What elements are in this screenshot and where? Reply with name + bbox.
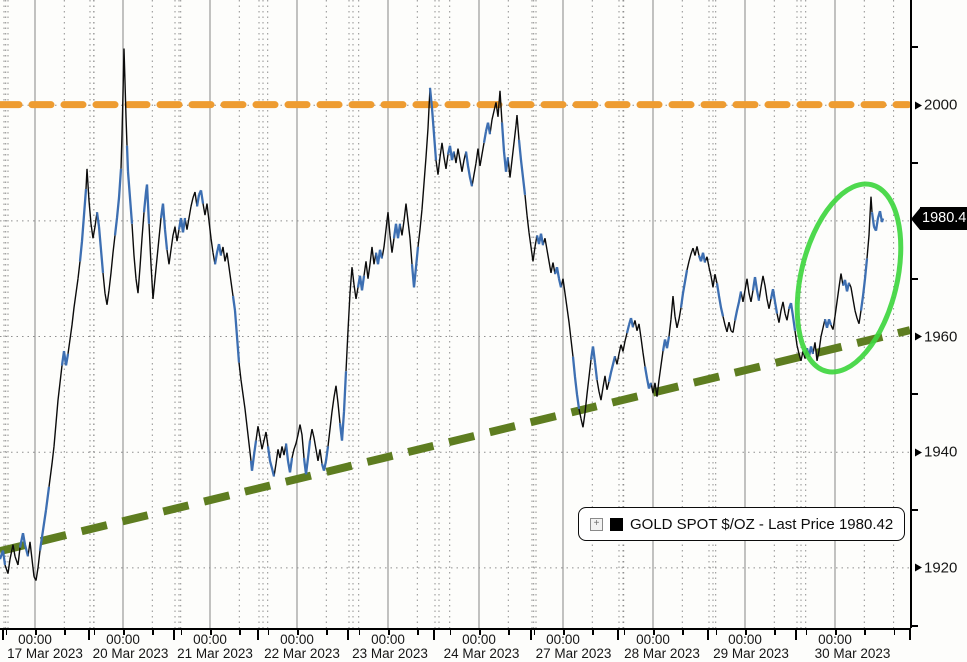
time-label: 00:00 (106, 632, 140, 647)
price-tick-arrow-icon (915, 563, 922, 572)
price-axis-value: 1920 (924, 559, 958, 577)
time-axis-minor-tick (388, 630, 390, 635)
last-price-value: 1980.42 (920, 207, 967, 231)
time-axis-minor-tick (864, 630, 866, 635)
time-axis-minor-tick (5, 630, 8, 635)
price-axis-label: 1940 (915, 444, 957, 461)
time-axis-minor-tick (417, 630, 419, 635)
time-axis-minor-tick (64, 630, 66, 635)
time-axis-separator-tick (530, 630, 532, 640)
price-tick-arrow-icon (915, 101, 922, 110)
time-axis-minor-tick (745, 630, 747, 635)
time-label: 00:00 (818, 632, 852, 647)
time-axis-separator-tick (257, 630, 259, 640)
time-label: 00:00 (371, 632, 405, 647)
time-axis-minor-tick (533, 630, 536, 635)
time-axis-minor-tick (682, 630, 684, 635)
price-tick-arrow-icon (915, 332, 922, 341)
price-series-blue (0, 87, 885, 566)
price-axis-value: 1940 (924, 443, 958, 461)
time-axis-minor-tick (123, 630, 125, 635)
last-price-tag: 1980.42 (911, 207, 967, 231)
date-label: 22 Mar 2023 (264, 646, 340, 661)
legend-expand-icon[interactable]: + (590, 517, 603, 531)
time-axis-minor-tick (358, 630, 361, 635)
time-axis-minor-tick (592, 630, 594, 635)
date-label: 30 Mar 2023 (814, 646, 891, 661)
time-axis-minor-tick (449, 630, 452, 635)
series-swatch-icon (610, 517, 623, 531)
time-axis-separator-tick (173, 630, 175, 640)
time-axis-minor-tick (35, 630, 37, 635)
time-axis-separator-tick (88, 630, 90, 640)
date-label: 28 Mar 2023 (624, 646, 700, 661)
time-axis-minor-tick (180, 630, 183, 635)
time-label: 00:00 (728, 632, 762, 647)
price-axis-minor-tick (912, 393, 918, 396)
price-axis-minor-tick (912, 162, 918, 165)
time-label: 00:00 (280, 632, 314, 647)
time-axis-separator-tick (2, 630, 4, 640)
time-axis: 00:00 17 Mar 2023 00:00 20 Mar 2023 00:00 21 … (0, 628, 967, 662)
time-axis-minor-tick (835, 630, 837, 635)
price-tick-arrow-icon (915, 448, 922, 457)
time-axis-separator-tick (795, 630, 797, 640)
time-axis-minor-tick (563, 630, 565, 635)
price-axis-minor-tick (912, 46, 918, 49)
support-trendline (0, 326, 910, 555)
time-axis-minor-tick (623, 630, 626, 635)
date-label: 20 Mar 2023 (92, 646, 169, 661)
time-axis-separator-tick (347, 630, 349, 640)
time-axis-separator-tick (433, 630, 435, 640)
price-axis-label: 2000 (915, 97, 957, 114)
price-axis-value: 1960 (924, 328, 958, 346)
highlight-ellipse (794, 181, 904, 375)
time-axis-minor-tick (508, 630, 510, 635)
date-label: 17 Mar 2023 (7, 646, 83, 661)
price-axis-value: 2000 (924, 96, 958, 114)
time-axis-minor-tick (479, 630, 481, 635)
legend[interactable]: + GOLD SPOT $/OZ - Last Price 1980.42 (578, 507, 906, 541)
time-axis-minor-tick (267, 630, 270, 635)
time-axis-separator-tick (909, 630, 911, 640)
time-axis-minor-tick (152, 630, 154, 635)
time-axis-minor-tick (93, 630, 96, 635)
price-axis-label: 1960 (915, 328, 957, 345)
time-axis-line (0, 628, 911, 630)
time-axis-minor-tick (774, 630, 776, 635)
date-label: 23 Mar 2023 (352, 646, 428, 661)
date-label: 24 Mar 2023 (443, 646, 520, 661)
price-tag-arrow-icon (911, 207, 920, 230)
time-axis-minor-tick (326, 630, 328, 635)
time-axis-minor-tick (210, 630, 212, 635)
price-axis: 2000 1960 1940 1920 (910, 0, 967, 629)
date-label: 29 Mar 2023 (713, 646, 789, 661)
time-axis-separator-tick (617, 630, 619, 640)
price-axis-minor-tick (912, 277, 918, 280)
time-axis-minor-tick (653, 630, 655, 635)
price-axis-label: 1920 (915, 559, 957, 576)
time-axis-separator-tick (707, 630, 709, 640)
time-label: 00:00 (193, 632, 227, 647)
time-label: 00:00 (546, 632, 580, 647)
price-axis-minor-tick (912, 509, 918, 512)
time-label: 00:00 (18, 632, 52, 647)
legend-label: GOLD SPOT $/OZ - Last Price 1980.42 (630, 515, 894, 533)
time-axis-minor-tick (893, 630, 896, 635)
time-label: 00:00 (636, 632, 670, 647)
date-label: 27 Mar 2023 (535, 646, 612, 661)
price-axis-minor-tick (912, 624, 918, 627)
date-label: 21 Mar 2023 (177, 646, 253, 661)
price-series-dark (4, 48, 873, 581)
time-axis-minor-tick (805, 630, 808, 635)
time-axis-minor-tick (297, 630, 299, 635)
time-axis-minor-tick (715, 630, 718, 635)
time-label: 00:00 (462, 632, 496, 647)
time-axis-minor-tick (239, 630, 241, 635)
